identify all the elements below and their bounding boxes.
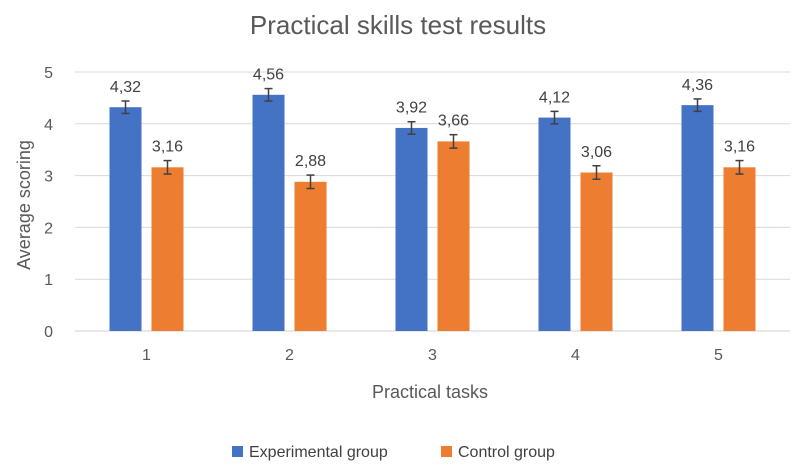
legend-swatch [441, 446, 452, 457]
x-tick-label: 3 [428, 347, 437, 364]
x-ticks: 1 2 3 4 5 [142, 347, 723, 364]
data-label: 4,56 [253, 67, 284, 84]
bar [395, 127, 428, 331]
legend-label: Experimental group [249, 444, 388, 461]
x-tick-label: 5 [714, 347, 723, 364]
data-label: 3,92 [396, 100, 427, 117]
x-tick-label: 1 [142, 347, 151, 364]
legend-label: Control group [458, 444, 555, 461]
bar [294, 181, 327, 331]
error-bar [693, 98, 702, 113]
legend-swatch [232, 446, 243, 457]
chart-title: Practical skills test results [250, 10, 546, 40]
legend-item: Control group [441, 444, 555, 461]
data-label: 4,12 [539, 89, 570, 106]
error-bar [735, 159, 744, 175]
y-tick-label: 1 [44, 272, 53, 289]
error-bar [306, 174, 315, 190]
bar [252, 94, 285, 332]
data-label: 3,66 [438, 113, 469, 130]
bar [723, 167, 756, 331]
x-tick-label: 4 [571, 347, 580, 364]
error-bar [550, 110, 559, 125]
y-tick-label: 3 [44, 169, 53, 186]
legend: Experimental group Control group [232, 444, 555, 461]
data-label: 3,06 [581, 144, 612, 161]
data-label: 4,36 [682, 77, 713, 94]
bars [109, 87, 756, 332]
bar [580, 172, 613, 331]
data-labels: 4,32 3,16 4,56 2,88 3,92 3,66 4,12 3,06 4,36 3,16 [110, 67, 755, 171]
grid [75, 71, 790, 332]
y-tick-label: 5 [44, 65, 53, 82]
legend-item: Experimental group [232, 444, 388, 461]
data-label: 4,32 [110, 79, 141, 96]
x-tick-label: 2 [285, 347, 294, 364]
y-tick-label: 2 [44, 220, 53, 237]
bar [151, 167, 184, 331]
data-label: 2,88 [295, 153, 326, 170]
error-bar [264, 87, 273, 102]
bar [538, 117, 571, 331]
error-bar [407, 120, 416, 135]
x-axis-label: Practical tasks [372, 382, 488, 402]
error-bar [592, 165, 601, 180]
bar [681, 105, 714, 331]
y-axis-label: Average scoring [14, 140, 34, 270]
data-label: 3,16 [152, 139, 183, 156]
error-bar [163, 159, 172, 175]
data-label: 3,16 [724, 139, 755, 156]
bar [437, 141, 470, 331]
y-tick-label: 0 [44, 324, 53, 341]
y-ticks: 0 1 2 3 4 5 [44, 65, 53, 341]
y-tick-label: 4 [44, 117, 53, 134]
bar [109, 107, 142, 331]
error-bar [449, 133, 458, 149]
error-bar [121, 100, 130, 115]
